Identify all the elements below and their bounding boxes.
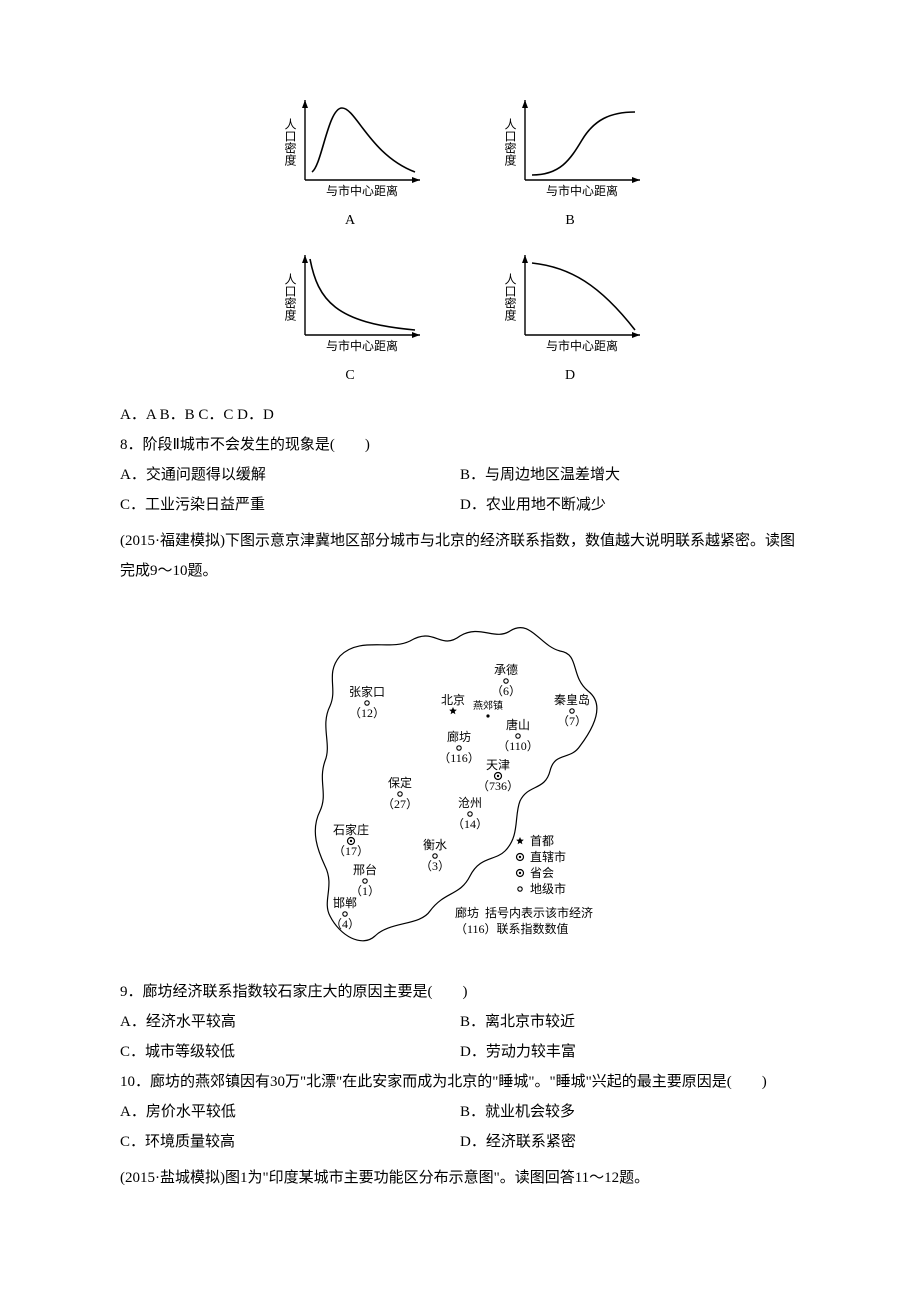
svg-text:天津: 天津 — [486, 758, 510, 772]
q10-opt-d: D．经济联系紧密 — [460, 1127, 800, 1157]
q9-opt-c: C．城市等级较低 — [120, 1037, 460, 1067]
svg-text:沧州: 沧州 — [458, 795, 482, 810]
q8-opt-a: A．交通问题得以缓解 — [120, 460, 460, 490]
svg-text:石家庄: 石家庄 — [333, 822, 369, 837]
option-line-abcd: A．A B．B C．C D．D — [120, 400, 800, 430]
svg-text:北京: 北京 — [441, 693, 465, 707]
x-axis-label: 与市中心距离 — [546, 338, 618, 353]
chart-label-c: C — [260, 362, 440, 390]
x-axis-label: 与市中心距离 — [546, 183, 618, 198]
svg-text:（12）: （12） — [349, 706, 385, 720]
q8-stem: 8．阶段Ⅱ城市不会发生的现象是( ) — [120, 430, 800, 460]
density-charts-grid: 人口密度 与市中心距离 A 人口密度 与市中心距离 B 人口密度 — [260, 90, 660, 390]
svg-text:保定: 保定 — [388, 775, 412, 790]
intro-11-12: (2015·盐城模拟)图1为"印度某城市主要功能区分布示意图"。读图回答11～1… — [120, 1163, 800, 1193]
svg-text:张家口: 张家口 — [349, 684, 385, 699]
svg-text:（27）: （27） — [382, 797, 418, 811]
svg-text:地级市: 地级市 — [530, 881, 566, 896]
svg-text:（736）: （736） — [477, 779, 519, 793]
q9-stem: 9．廊坊经济联系指数较石家庄大的原因主要是( ) — [120, 977, 800, 1007]
svg-text:（3）: （3） — [420, 859, 450, 873]
chart-label-a: A — [260, 207, 440, 235]
svg-text:衡水: 衡水 — [423, 838, 447, 852]
svg-text:（7）: （7） — [557, 714, 587, 728]
q10-options: A．房价水平较低 B．就业机会较多 C．环境质量较高 D．经济联系紧密 — [120, 1097, 800, 1157]
x-axis-label: 与市中心距离 — [326, 338, 398, 353]
q9-options: A．经济水平较高 B．离北京市较近 C．城市等级较低 D．劳动力较丰富 — [120, 1007, 800, 1067]
svg-text:廊坊: 廊坊 — [455, 905, 479, 920]
q9-opt-b: B．离北京市较近 — [460, 1007, 800, 1037]
svg-text:首都: 首都 — [530, 834, 554, 848]
chart-d: 人口密度 与市中心距离 D — [480, 245, 660, 390]
jjj-map: 张家口 （12） 北京燕郊镇 承德 （6） 秦皇岛 （7） 唐山 （110） 廊坊 （116） 天津 （… — [120, 596, 800, 967]
svg-text:燕郊镇: 燕郊镇 — [473, 699, 503, 712]
svg-text:（110）: （110） — [497, 739, 539, 753]
svg-text:（116）: （116） — [438, 751, 480, 765]
svg-text:省会: 省会 — [530, 866, 554, 880]
svg-text:承德: 承德 — [494, 662, 518, 677]
y-axis-label: 人口密度 — [503, 118, 517, 166]
q9-opt-a: A．经济水平较高 — [120, 1007, 460, 1037]
svg-text:邯郸: 邯郸 — [333, 895, 357, 910]
chart-b: 人口密度 与市中心距离 B — [480, 90, 660, 235]
svg-text:（4）: （4） — [330, 917, 360, 931]
y-axis-label: 人口密度 — [283, 273, 297, 321]
y-axis-label: 人口密度 — [503, 273, 517, 321]
chart-c: 人口密度 与市中心距离 C — [260, 245, 440, 390]
q10-stem: 10．廊坊的燕郊镇因有30万"北漂"在此安家而成为北京的"睡城"。"睡城"兴起的… — [120, 1067, 800, 1097]
q10-opt-c: C．环境质量较高 — [120, 1127, 460, 1157]
svg-text:（17）: （17） — [333, 844, 369, 858]
svg-text:（116）联系指数数值: （116）联系指数数值 — [455, 921, 569, 936]
q8-opt-d: D．农业用地不断减少 — [460, 490, 800, 520]
q8-options: A．交通问题得以缓解 B．与周边地区温差增大 C．工业污染日益严重 D．农业用地… — [120, 460, 800, 520]
svg-text:（14）: （14） — [452, 817, 488, 831]
chart-a: 人口密度 与市中心距离 A — [260, 90, 440, 235]
q8-opt-c: C．工业污染日益严重 — [120, 490, 460, 520]
q9-opt-d: D．劳动力较丰富 — [460, 1037, 800, 1067]
q8-opt-b: B．与周边地区温差增大 — [460, 460, 800, 490]
chart-label-b: B — [480, 207, 660, 235]
y-axis-label: 人口密度 — [283, 118, 297, 166]
svg-text:（6）: （6） — [491, 684, 521, 698]
svg-text:括号内表示该市经济: 括号内表示该市经济 — [485, 905, 593, 920]
svg-text:直辖市: 直辖市 — [530, 849, 566, 864]
chart-label-d: D — [480, 362, 660, 390]
q10-opt-a: A．房价水平较低 — [120, 1097, 460, 1127]
svg-text:邢台: 邢台 — [353, 862, 377, 877]
svg-text:唐山: 唐山 — [506, 717, 530, 732]
x-axis-label: 与市中心距离 — [326, 183, 398, 198]
svg-text:廊坊: 廊坊 — [447, 729, 471, 744]
q10-opt-b: B．就业机会较多 — [460, 1097, 800, 1127]
svg-text:秦皇岛: 秦皇岛 — [554, 692, 590, 707]
intro-9-10: (2015·福建模拟)下图示意京津冀地区部分城市与北京的经济联系指数，数值越大说… — [120, 526, 800, 586]
